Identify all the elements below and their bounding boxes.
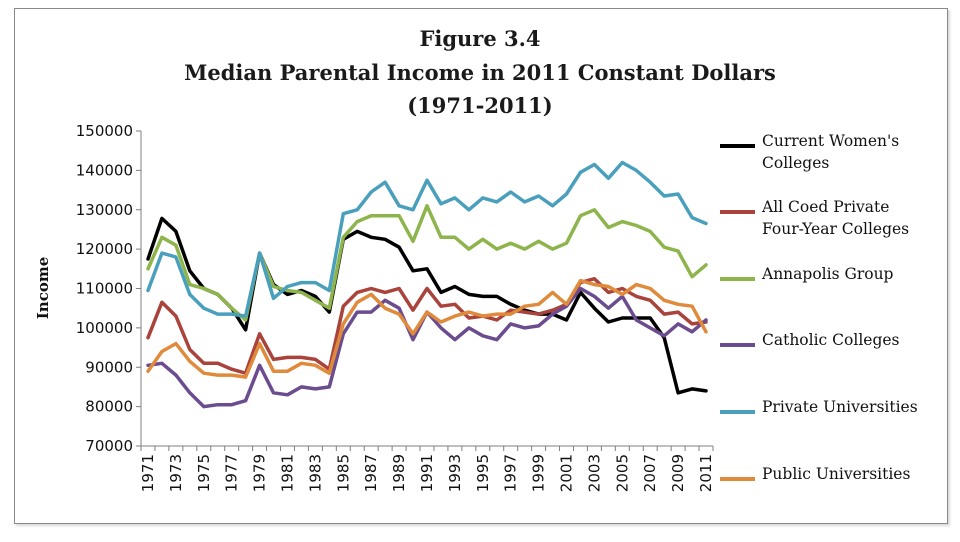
x-tick-label: 1973 [167,454,185,492]
legend-label-2: Annapolis Group [761,265,894,283]
series-lines [146,160,708,409]
y-tick-label: 80000 [85,398,133,416]
legend-label-1: All Coed Private Four-Year Colleges [761,198,909,238]
y-tick-label: 140000 [76,161,133,179]
legend: Current Women's Colleges All Coed Private F… [720,132,918,483]
series-line-4 [146,160,708,318]
x-tick-label: 1993 [446,454,464,492]
series-line-0 [146,216,708,395]
series-line-2 [146,204,708,322]
y-tick-label: 110000 [76,280,133,298]
x-tick-label: 2011 [697,454,715,492]
x-tick-label: 1985 [334,454,352,492]
x-tick-labels: 1971 1973 1975 1977 1979 1981 1983 1985 1987 1989… [139,454,715,492]
series-line-5 [146,278,708,379]
x-tick-label: 1995 [474,454,492,492]
x-tick-label: 1975 [195,454,213,492]
x-tick-label: 2001 [558,454,576,492]
chart-title-line-1: Figure 3.4 [419,26,540,51]
y-tick-label: 130000 [76,201,133,219]
chart-frame [14,8,948,524]
legend-label-5: Public Universities [762,465,910,483]
chart-title-line-3: (1971-2011) [407,93,552,118]
x-tick-label: 1983 [306,454,324,492]
x-tick-label: 1981 [278,454,296,492]
x-tick-label: 1991 [418,454,436,492]
y-tick-label: 90000 [85,358,133,376]
legend-label-3: Catholic Colleges [762,331,900,349]
x-tick-label: 1971 [139,454,157,492]
x-tick-label: 2005 [613,454,631,492]
x-tick-label: 2009 [669,454,687,492]
y-tick-label: 150000 [76,122,133,140]
x-tick-label: 1977 [223,454,241,492]
x-tick-label: 1979 [251,454,269,492]
x-tick-label: 2007 [641,454,659,492]
chart-title-line-2: Median Parental Income in 2011 Constant … [184,60,776,85]
y-axis-label: Income [34,257,52,319]
x-tick-label: 2003 [585,454,603,492]
x-tick-label: 1999 [530,454,548,492]
axes [136,130,714,451]
legend-label-4: Private Universities [762,398,918,416]
y-tick-labels: 70000 80000 90000 100000 110000 120000 130000 1… [76,122,133,455]
x-tick-label: 1989 [390,454,408,492]
y-tick-label: 120000 [76,240,133,258]
x-tick-label: 1987 [362,454,380,492]
y-tick-label: 100000 [76,319,133,337]
legend-label-0: Current Women's Colleges [762,132,899,172]
x-tick-label: 1997 [502,454,520,492]
y-tick-label: 70000 [85,437,133,455]
